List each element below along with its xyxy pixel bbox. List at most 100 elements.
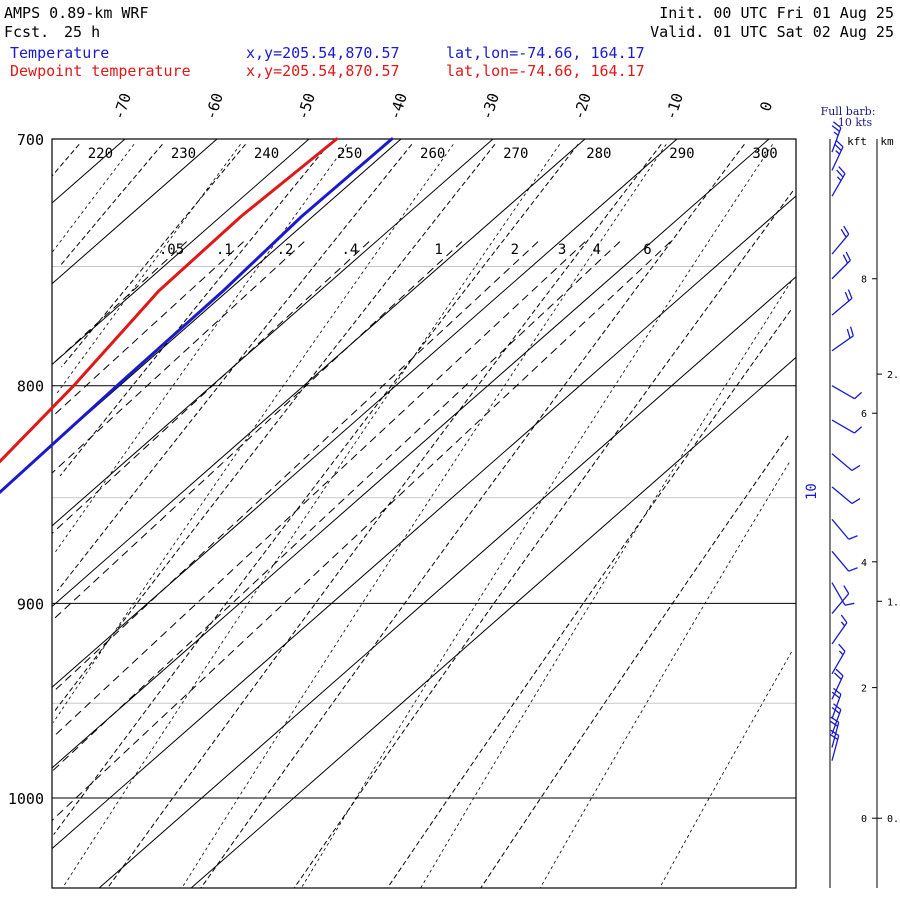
full-barb-title: Full barb: — [821, 105, 876, 118]
wind-barb-staff — [831, 127, 842, 153]
wind-barb-flag — [836, 169, 844, 178]
mixing-ratio-label: .2 — [277, 242, 294, 258]
dry-adiabat-line — [56, 143, 413, 592]
mixing-ratio-label: .1 — [216, 242, 233, 258]
mixing-ratio-line — [51, 241, 244, 418]
wind-barb-flag — [851, 498, 861, 505]
dry-adiabat-label: 290 — [669, 146, 694, 162]
mixing-ratio-line — [51, 241, 370, 534]
mixing-ratio-label: 4 — [593, 242, 601, 258]
wind-barb-flag — [846, 328, 851, 339]
dry-adiabat-label: 260 — [420, 146, 445, 162]
wind-barb-flag — [835, 139, 844, 148]
dry-adiabat-label: 300 — [752, 146, 777, 162]
legend-temperature-name: Temperature — [10, 44, 110, 62]
mixing-ratio-label: .05 — [159, 242, 184, 258]
init-time: Init. 00 UTC Fri 01 Aug 25 — [659, 4, 894, 22]
wind-barb-flag — [829, 720, 839, 727]
mixing-ratio-line — [51, 241, 586, 739]
major-isobars-layer — [52, 138, 796, 799]
dry-adiabat-line — [200, 143, 745, 889]
wind-barb-staff — [831, 735, 840, 761]
dry-adiabat-line — [293, 190, 794, 889]
mixing-ratio-line — [51, 241, 539, 694]
full-barb-value: 10 kts — [838, 116, 873, 129]
dry-adiabat-line — [61, 143, 246, 368]
forecast-hour: 25 h — [64, 23, 101, 41]
model-title: AMPS 0.89-km WRF — [4, 4, 149, 22]
isotherm-line — [190, 357, 797, 889]
km-tick-label: 0. — [887, 814, 899, 825]
wind-barb-staff — [831, 297, 853, 316]
dry-adiabat-label: 250 — [337, 146, 362, 162]
wind-barb-staff — [831, 419, 855, 434]
wind-speed-annotation: 10 — [804, 483, 820, 500]
wind-barb-flag — [844, 291, 850, 302]
forecast-label: Fcst. — [4, 23, 50, 41]
isotherm-line — [51, 138, 678, 688]
isotherm-line — [51, 138, 218, 285]
wind-barb-half-flag — [838, 650, 844, 656]
wind-barb-staff — [831, 582, 846, 606]
dry-adiabat-label: 240 — [254, 146, 279, 162]
wind-barb-staff — [831, 593, 850, 614]
wind-barb-flag — [843, 225, 850, 235]
wind-barb-staff — [831, 335, 854, 352]
moist-adiabat-line — [659, 651, 792, 889]
pressure-label: 1000 — [8, 790, 44, 808]
moist-adiabat-line — [55, 144, 241, 396]
wind-barb-staff — [831, 146, 844, 171]
dewpoint-profile — [0, 137, 339, 464]
wind-barb-half-flag — [833, 131, 839, 136]
isotherm-label: -60 — [201, 91, 226, 122]
moist-adiabat-line — [54, 144, 348, 554]
mixing-ratio-label: 2 — [511, 242, 519, 258]
legend-dewpoint-name: Dewpoint temperature — [10, 62, 191, 80]
wind-barb-flag — [829, 733, 839, 740]
dry-adiabat-line — [54, 143, 496, 712]
wind-barb-staff — [831, 722, 840, 748]
wind-barb-flag — [854, 391, 863, 400]
legend-dewpoint-latlon: lat,lon=-74.66, 164.17 — [446, 62, 645, 80]
moist-adiabat-line — [539, 462, 790, 889]
isotherm-label: -20 — [569, 91, 594, 122]
wind-barb-staff — [831, 259, 851, 280]
wind-barb-staff — [831, 550, 850, 572]
wind-barb-flag — [833, 143, 842, 151]
km-tick-label: 2. — [887, 370, 899, 381]
wind-barb-flag — [844, 602, 855, 606]
wind-barb-flag — [831, 691, 840, 699]
dry-adiabat-line — [53, 143, 579, 835]
mixing-ratio-line — [51, 241, 187, 365]
wind-barb-flag — [840, 614, 848, 624]
dry-adiabat-line — [59, 143, 330, 477]
wind-barb-flag — [838, 166, 846, 175]
wind-panel: Full barb:10 kts kft km 0 2 4 6 8 0. 1. 2. 10 — [804, 105, 899, 888]
moist-adiabat-line — [52, 144, 135, 252]
wind-barb-staff — [831, 622, 848, 645]
isotherm-line — [51, 138, 126, 204]
dry-adiabats-layer — [52, 143, 794, 889]
mixing-ratio-label: .4 — [341, 242, 358, 258]
isotherm-line — [51, 195, 797, 850]
temperature-profile — [0, 137, 394, 495]
dry-adiabat-line — [480, 435, 789, 889]
wind-barb-staff — [831, 675, 844, 700]
dry-adiabat-line — [52, 143, 80, 176]
kft-tick-label: 8 — [861, 275, 867, 286]
mixing-ratio-label: 3 — [558, 242, 566, 258]
isotherm-line — [51, 138, 494, 527]
wind-barb-flag — [833, 703, 842, 711]
wind-barb-flag — [854, 426, 863, 434]
wind-barb-flag — [845, 251, 851, 261]
mixing-ratio-label: 1 — [434, 242, 442, 258]
moist-adiabat-line — [52, 144, 454, 723]
isotherm-label: -30 — [477, 91, 502, 122]
kft-axis-label: kft — [847, 135, 867, 148]
moist-adiabat-line — [62, 144, 561, 889]
wind-barb-staff — [831, 486, 853, 505]
mixing-ratio-line — [51, 241, 305, 474]
dry-adiabat-line — [386, 310, 792, 889]
